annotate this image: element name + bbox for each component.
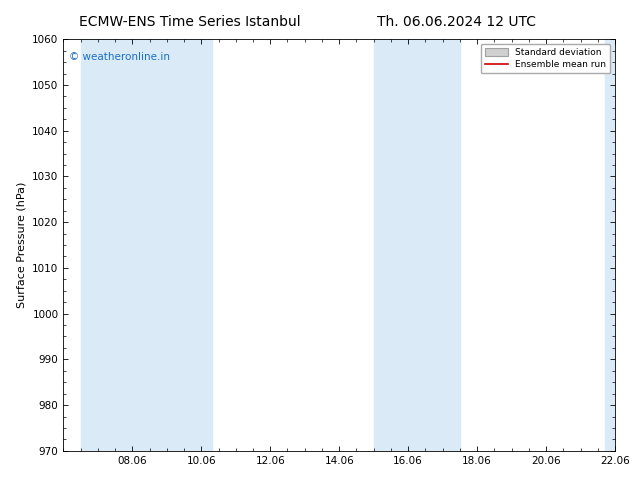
Bar (81, 39, 167, 451)
Text: Th. 06.06.2024 12 UTC: Th. 06.06.2024 12 UTC (377, 15, 536, 29)
Text: ECMW-ENS Time Series Istanbul: ECMW-ENS Time Series Istanbul (79, 15, 301, 29)
Bar (415, 39, 460, 451)
Bar (373, 39, 415, 451)
Bar (605, 39, 622, 451)
Y-axis label: Surface Pressure (hPa): Surface Pressure (hPa) (16, 182, 27, 308)
Text: © weatheronline.in: © weatheronline.in (69, 51, 170, 62)
Bar (167, 39, 212, 451)
Legend: Standard deviation, Ensemble mean run: Standard deviation, Ensemble mean run (481, 44, 611, 74)
